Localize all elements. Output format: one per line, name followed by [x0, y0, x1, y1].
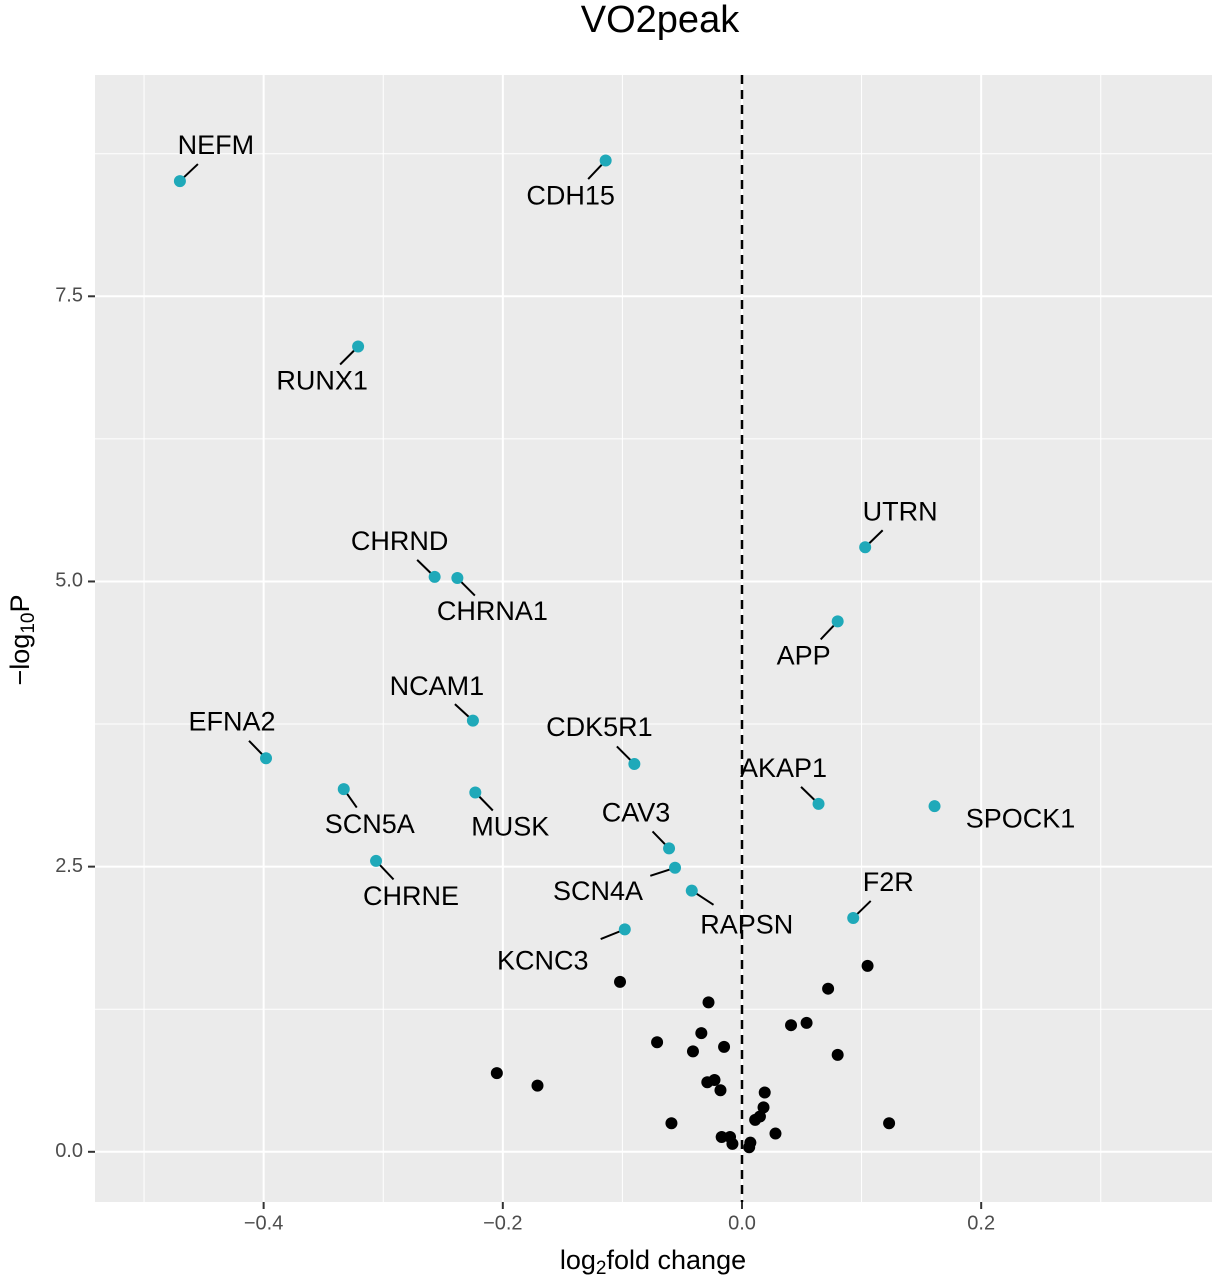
point	[701, 1076, 714, 1089]
point-label: SCN5A	[325, 809, 415, 839]
point	[769, 1127, 782, 1140]
point-label: KCNC3	[497, 946, 589, 976]
point-label: RUNX1	[276, 366, 368, 396]
point	[665, 1117, 678, 1130]
point	[743, 1141, 756, 1154]
point	[352, 340, 365, 353]
point-label: F2R	[863, 867, 914, 897]
point-label: APP	[777, 641, 831, 671]
point-label: NCAM1	[390, 671, 485, 701]
point	[651, 1036, 664, 1049]
x-axis-label: log2fold change	[560, 1245, 746, 1279]
point-label: AKAP1	[740, 753, 827, 783]
point	[702, 996, 715, 1009]
point	[370, 854, 383, 867]
chart-title: VO2peak	[581, 0, 740, 41]
point-label: CHRNE	[363, 881, 459, 911]
point-label: MUSK	[471, 812, 549, 842]
point	[726, 1137, 739, 1150]
y-tick-label: 0.0	[55, 1140, 83, 1162]
y-axis-label: −log10P	[5, 595, 39, 686]
point	[614, 975, 627, 988]
point-label: UTRN	[863, 496, 938, 526]
point	[599, 154, 612, 167]
point	[883, 1117, 896, 1130]
point	[785, 1019, 798, 1032]
point	[669, 861, 682, 874]
point	[749, 1113, 762, 1126]
point	[812, 797, 825, 810]
point-label: CDH15	[526, 181, 615, 211]
point	[428, 570, 441, 583]
point	[337, 783, 350, 796]
point	[718, 1040, 731, 1053]
point	[695, 1027, 708, 1040]
point-label: CHRNA1	[437, 596, 548, 626]
point-label: CDK5R1	[546, 712, 653, 742]
x-tick-label: 0.2	[967, 1212, 995, 1234]
point	[685, 884, 698, 897]
point-label: EFNA2	[189, 706, 276, 736]
point-label: CAV3	[602, 798, 671, 828]
point	[861, 959, 874, 972]
point-label: RAPSN	[700, 910, 793, 940]
point	[715, 1130, 728, 1143]
x-tick-label: −0.2	[483, 1212, 522, 1234]
x-tick-label: 0.0	[728, 1212, 756, 1234]
x-tick-label: −0.4	[244, 1212, 283, 1234]
point	[831, 615, 844, 628]
point	[531, 1079, 544, 1092]
point	[758, 1086, 771, 1099]
point	[260, 752, 273, 765]
point	[714, 1084, 727, 1097]
point	[686, 1045, 699, 1058]
point-label: NEFM	[178, 130, 255, 160]
point	[173, 175, 186, 188]
point	[822, 982, 835, 995]
point	[466, 714, 479, 727]
point	[831, 1048, 844, 1061]
point	[618, 923, 631, 936]
point	[928, 800, 941, 813]
y-tick-label: 7.5	[55, 285, 83, 307]
point	[469, 786, 482, 799]
point-label: SPOCK1	[966, 803, 1076, 833]
y-tick-label: 5.0	[55, 570, 83, 592]
point	[859, 541, 872, 554]
y-tick-label: 2.5	[55, 855, 83, 877]
point	[663, 842, 676, 855]
point	[757, 1101, 770, 1114]
plot-panel	[95, 75, 1212, 1202]
point-label: SCN4A	[553, 876, 643, 906]
point	[800, 1016, 813, 1029]
point	[847, 911, 860, 924]
point-label: CHRND	[351, 526, 449, 556]
point	[451, 572, 464, 585]
point	[490, 1067, 503, 1080]
point	[628, 757, 641, 770]
